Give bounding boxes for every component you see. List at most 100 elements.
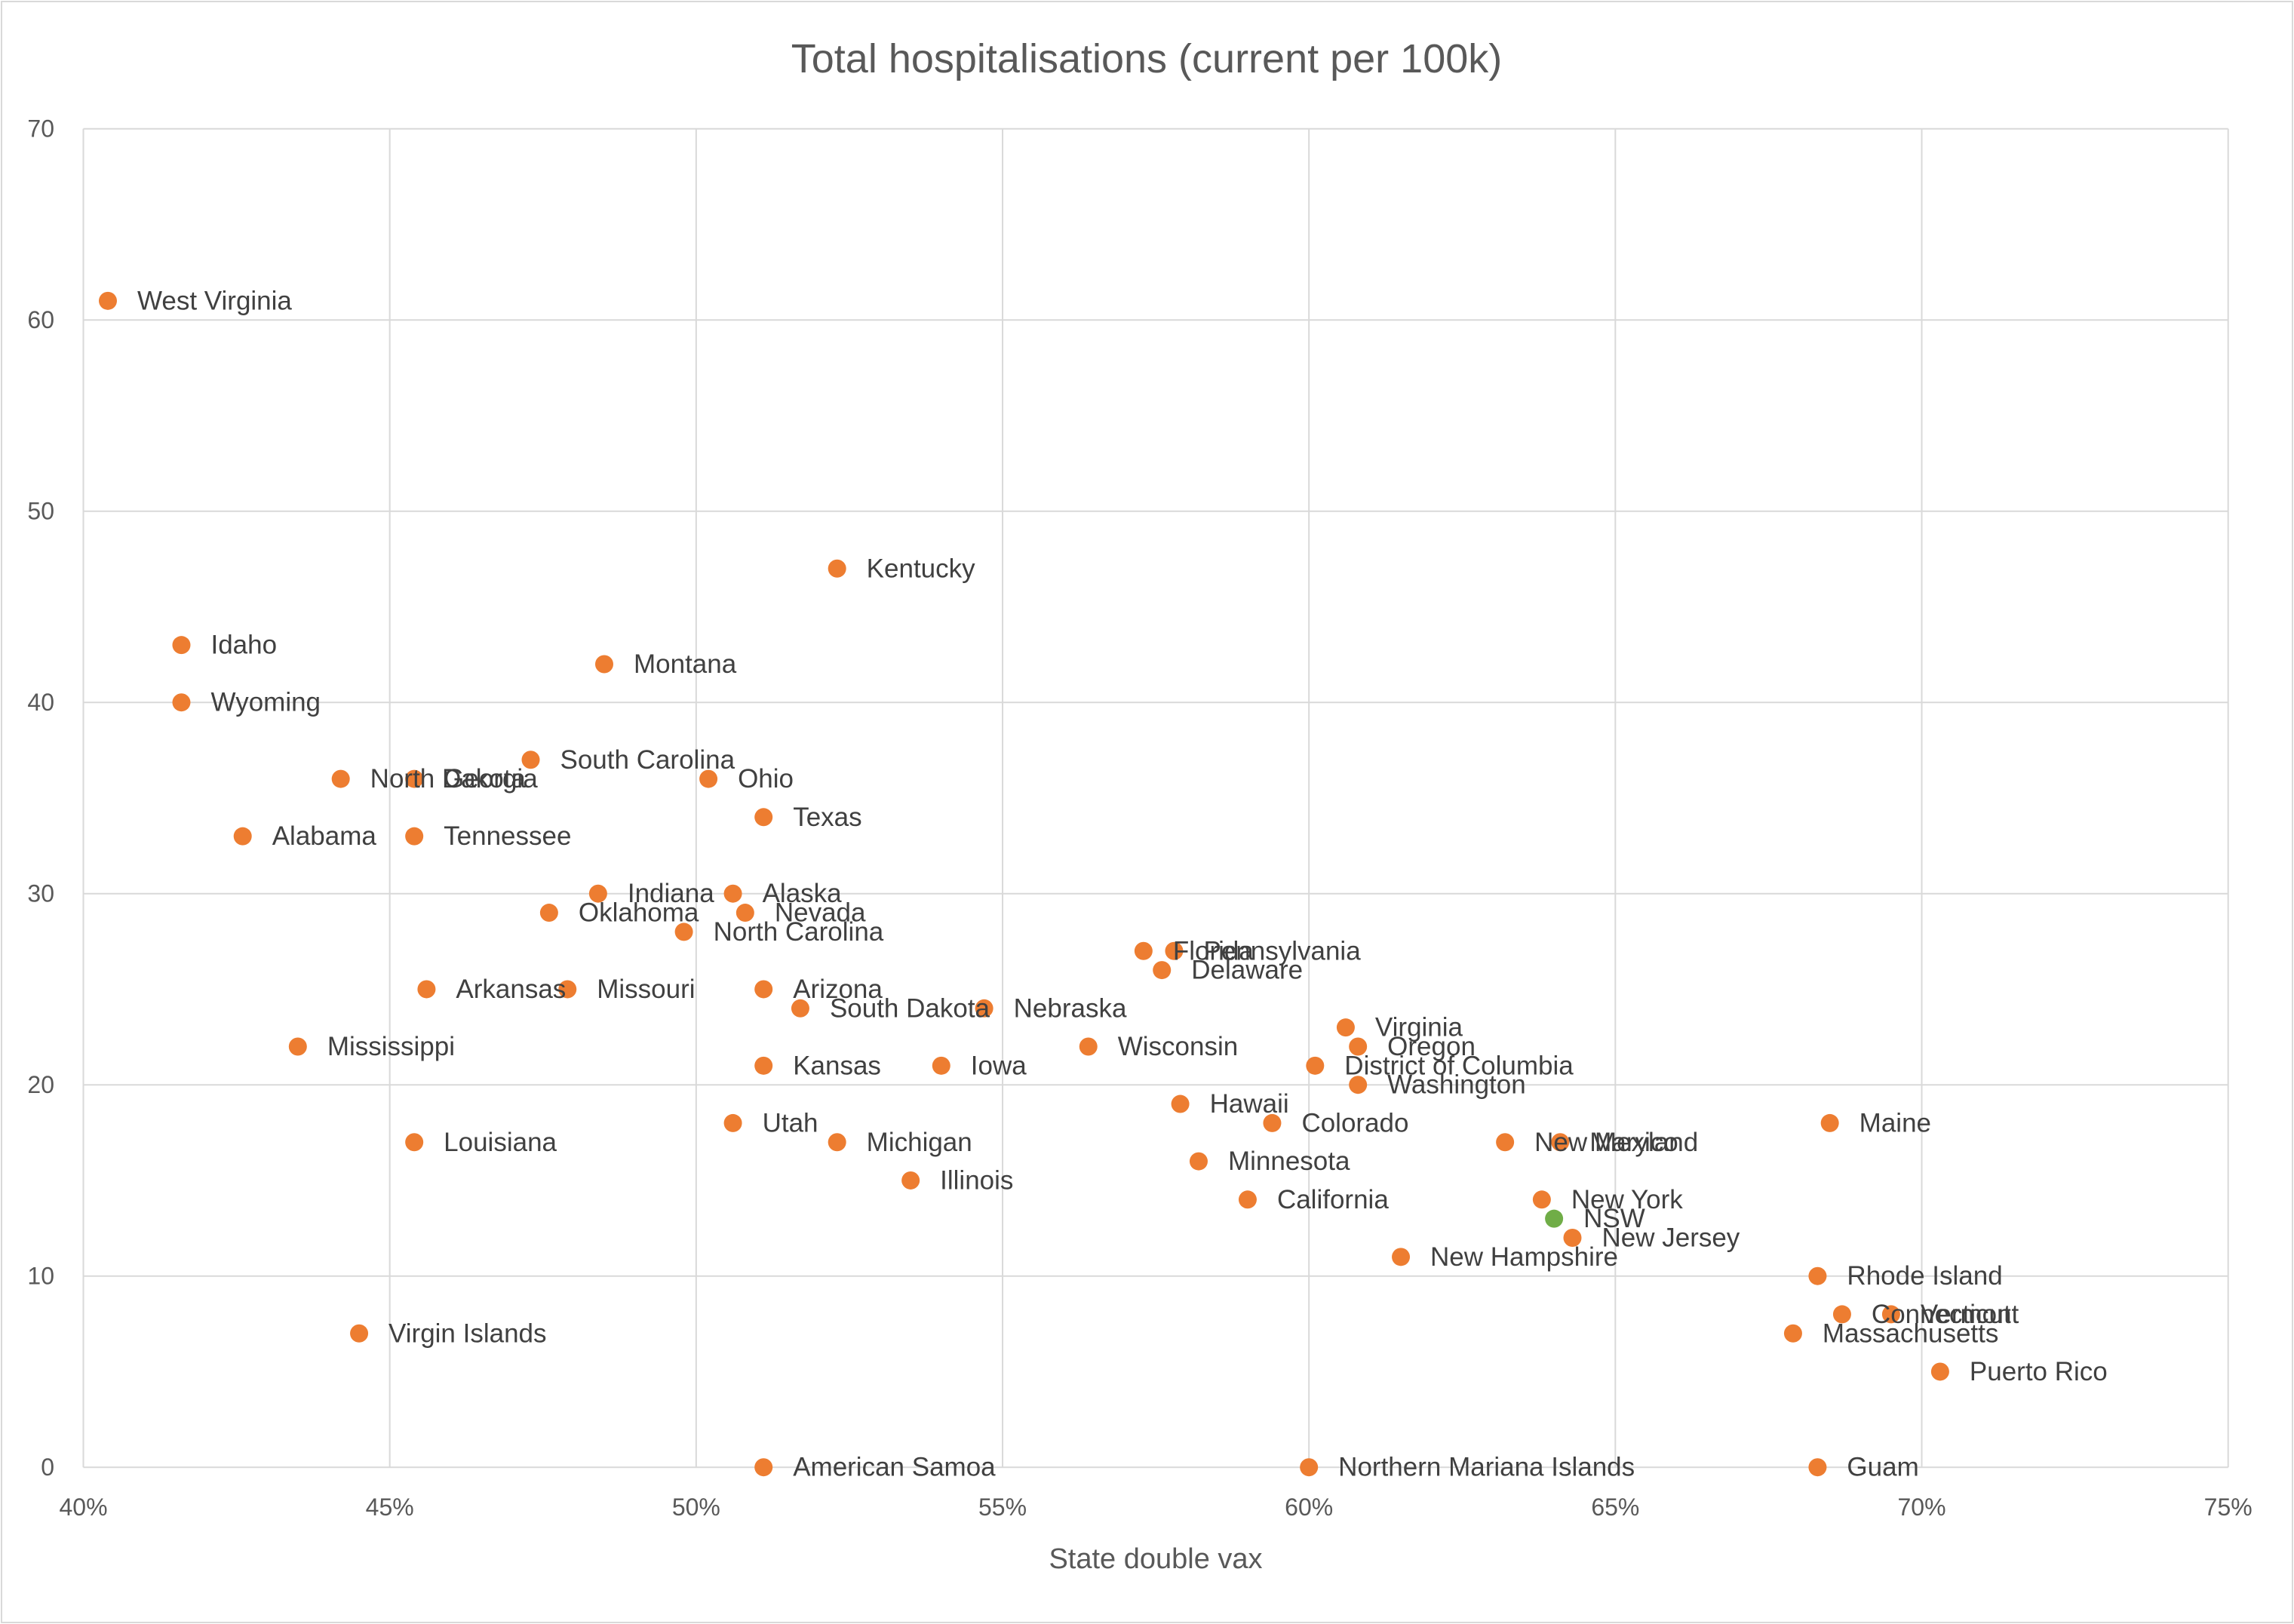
data-points bbox=[98, 291, 1949, 1477]
data-label: Ohio bbox=[738, 764, 794, 794]
x-tick-label: 55% bbox=[978, 1494, 1027, 1521]
data-label: Oregon bbox=[1387, 1032, 1476, 1061]
data-point bbox=[723, 1113, 742, 1132]
data-label: Washington bbox=[1387, 1070, 1526, 1100]
data-point bbox=[1336, 1018, 1355, 1037]
data-label: South Carolina bbox=[560, 745, 735, 775]
data-label: District of Columbia bbox=[1344, 1051, 1574, 1080]
data-point bbox=[1545, 1209, 1564, 1228]
data-point bbox=[98, 291, 117, 310]
data-point bbox=[1153, 961, 1172, 980]
data-label: Iowa bbox=[971, 1051, 1027, 1080]
data-point bbox=[735, 904, 754, 923]
x-tick-label: 50% bbox=[672, 1494, 720, 1521]
y-tick-label: 0 bbox=[41, 1454, 54, 1481]
data-point bbox=[1238, 1190, 1257, 1209]
data-point bbox=[754, 1458, 773, 1477]
data-point bbox=[674, 923, 693, 941]
data-point bbox=[754, 980, 773, 999]
data-label: Alabama bbox=[272, 821, 377, 851]
data-label: Rhode Island bbox=[1847, 1261, 2002, 1291]
x-axis-tick-labels: 40% 45% 50% 55% 60% 65% 70% 75% bbox=[59, 1494, 2252, 1521]
data-point bbox=[828, 1133, 846, 1152]
data-point bbox=[1189, 1152, 1208, 1171]
data-point bbox=[1171, 1094, 1190, 1113]
data-label: Northern Mariana Islands bbox=[1338, 1453, 1635, 1482]
data-label: New York bbox=[1571, 1185, 1683, 1214]
data-label: Wyoming bbox=[210, 688, 321, 717]
data-point bbox=[1079, 1037, 1098, 1056]
data-point bbox=[288, 1037, 307, 1056]
data-point bbox=[1930, 1362, 1949, 1381]
data-label: Michigan bbox=[867, 1128, 972, 1157]
y-axis-tick-labels: 0 10 20 30 40 50 60 70 bbox=[27, 115, 54, 1481]
y-tick-label: 30 bbox=[27, 880, 54, 907]
data-point bbox=[1820, 1113, 1839, 1132]
data-label: Illinois bbox=[940, 1165, 1013, 1195]
data-label: Virgin Islands bbox=[388, 1319, 546, 1348]
data-label: Colorado bbox=[1301, 1108, 1408, 1137]
data-label: Mississippi bbox=[327, 1032, 455, 1061]
x-tick-label: 75% bbox=[2204, 1494, 2253, 1521]
data-point bbox=[405, 1133, 424, 1152]
x-tick-label: 45% bbox=[366, 1494, 414, 1521]
data-point bbox=[405, 769, 424, 788]
data-point bbox=[1300, 1458, 1319, 1477]
data-point bbox=[1392, 1248, 1411, 1266]
data-label: Montana bbox=[634, 649, 737, 679]
data-point bbox=[1165, 941, 1184, 960]
data-label: Virginia bbox=[1375, 1013, 1463, 1042]
data-label: West Virginia bbox=[137, 286, 292, 315]
data-point bbox=[1832, 1305, 1851, 1324]
data-point bbox=[1349, 1076, 1368, 1094]
data-point bbox=[172, 636, 191, 655]
data-point bbox=[723, 884, 742, 903]
data-label: Idaho bbox=[210, 631, 277, 660]
data-label: Nebraska bbox=[1014, 993, 1127, 1023]
data-label: Guam bbox=[1847, 1453, 1918, 1482]
y-tick-label: 10 bbox=[27, 1263, 54, 1290]
data-label: North Dakota bbox=[370, 764, 527, 794]
data-point bbox=[975, 999, 993, 1018]
data-label: Indiana bbox=[628, 879, 714, 908]
y-tick-label: 60 bbox=[27, 306, 54, 333]
data-point bbox=[901, 1171, 920, 1190]
data-label: Wisconsin bbox=[1118, 1032, 1238, 1061]
data-labels: West Virginia Idaho Wyoming North DakotaGeo… bbox=[137, 286, 2108, 1481]
data-label: Massachusetts bbox=[1823, 1319, 1998, 1348]
data-label: Alaska bbox=[763, 879, 843, 908]
data-point bbox=[1263, 1113, 1282, 1132]
data-point bbox=[1563, 1229, 1582, 1247]
data-label: South Dakota bbox=[830, 993, 990, 1023]
chart-title: Total hospitalisations (current per 100k… bbox=[791, 36, 1502, 81]
data-label: Kentucky bbox=[867, 554, 975, 583]
data-label: Maine bbox=[1859, 1108, 1931, 1137]
data-label: New Mexico bbox=[1534, 1128, 1678, 1157]
gridlines bbox=[82, 127, 2229, 1469]
data-point bbox=[754, 1056, 773, 1075]
data-point bbox=[172, 693, 191, 712]
data-label: Connecticut bbox=[1872, 1300, 2011, 1329]
data-label: Hawaii bbox=[1210, 1089, 1289, 1119]
data-point bbox=[417, 980, 436, 999]
data-label: Utah bbox=[763, 1108, 818, 1137]
data-label: New Jersey bbox=[1602, 1223, 1740, 1253]
data-point bbox=[539, 904, 558, 923]
data-label: Tennessee bbox=[444, 821, 571, 851]
data-point bbox=[932, 1056, 950, 1075]
data-point bbox=[1783, 1324, 1802, 1343]
data-point bbox=[791, 999, 809, 1018]
data-point bbox=[1881, 1305, 1900, 1324]
data-point bbox=[1808, 1458, 1827, 1477]
data-label: New Hampshire bbox=[1430, 1242, 1618, 1272]
data-point bbox=[594, 655, 613, 674]
x-axis-title: State double vax bbox=[1049, 1543, 1262, 1575]
data-label: Maryland bbox=[1589, 1128, 1698, 1157]
x-tick-label: 70% bbox=[1898, 1494, 1946, 1521]
data-point bbox=[828, 559, 846, 578]
data-label: American Samoa bbox=[793, 1453, 996, 1482]
data-point bbox=[350, 1324, 369, 1343]
y-tick-label: 20 bbox=[27, 1071, 54, 1098]
